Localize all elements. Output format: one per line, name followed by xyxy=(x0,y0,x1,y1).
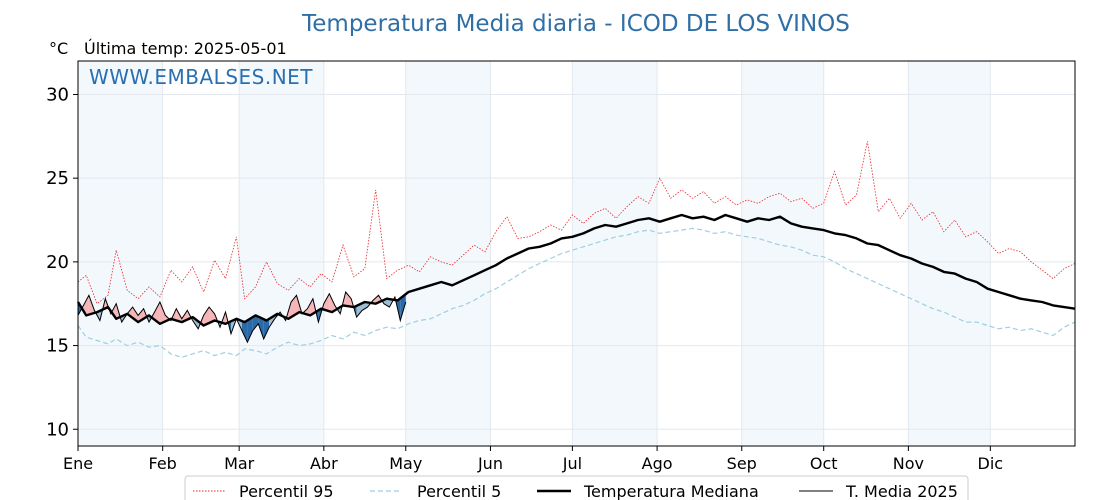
x-tick-label-nov: Nov xyxy=(893,454,924,473)
x-tick-label-ago: Ago xyxy=(642,454,673,473)
anomaly-fill xyxy=(127,307,133,318)
legend-label-percentil-5: Percentil 5 xyxy=(417,482,501,500)
x-tick-label-jul: Jul xyxy=(562,454,582,473)
y-tick-label: 25 xyxy=(46,168,69,189)
anomaly-fill xyxy=(362,302,368,311)
y-tick-label: 20 xyxy=(46,252,69,273)
unit-label: °C xyxy=(49,39,68,58)
anomaly-fill xyxy=(252,316,259,331)
watermark: WWW.EMBALSES.NET xyxy=(89,65,313,89)
anomaly-fill xyxy=(154,302,160,324)
anomaly-fill xyxy=(209,307,215,323)
month-band-nov xyxy=(908,61,991,446)
anomaly-fill xyxy=(383,299,390,308)
anomaly-fill xyxy=(307,298,313,315)
last-temp-label: Última temp: 2025-05-01 xyxy=(84,39,287,58)
legend-label-t-media-2025: T. Media 2025 xyxy=(845,482,958,500)
y-axis: 10 15 20 25 30 xyxy=(46,84,78,440)
x-tick-label-feb: Feb xyxy=(149,454,177,473)
series-line-temperatura-mediana xyxy=(76,213,1076,327)
x-tick-label-abr: Abr xyxy=(310,454,338,473)
x-tick-label-ene: Ene xyxy=(63,454,93,473)
series-lines xyxy=(76,141,1076,358)
x-axis: Ene Feb Mar Abr May Jun Jul Ago Sep Oct Nov Dic xyxy=(63,446,1003,473)
anomaly-fill xyxy=(111,303,117,319)
x-tick-label-mar: Mar xyxy=(224,454,255,473)
anomaly-fill xyxy=(263,318,270,339)
x-tick-label-may: May xyxy=(389,454,422,473)
month-band-may xyxy=(405,61,491,446)
month-band-sep xyxy=(741,61,824,446)
series-line-percentil-5 xyxy=(77,227,1076,358)
x-tick-label-oct: Oct xyxy=(810,454,838,473)
anomaly-fill xyxy=(323,293,330,312)
anomaly-fill xyxy=(345,292,352,307)
series-line-t-media-2025 xyxy=(77,290,407,344)
anomaly-fill xyxy=(356,303,363,318)
month-bands xyxy=(78,61,991,446)
y-tick-label: 15 xyxy=(46,336,69,357)
x-tick-label-dic: Dic xyxy=(978,454,1004,473)
legend: Percentil 95 Percentil 5 Temperatura Med… xyxy=(184,475,969,500)
anomaly-fill xyxy=(258,316,264,339)
x-tick-label-jun: Jun xyxy=(477,454,503,473)
y-tick-label: 30 xyxy=(46,84,69,105)
month-band-jul xyxy=(572,61,658,446)
plot-frame xyxy=(77,60,1076,447)
anomaly-fill xyxy=(241,320,248,343)
legend-label-percentil-95: Percentil 95 xyxy=(239,482,334,500)
anomaly-fill xyxy=(203,307,210,326)
anomaly-fill xyxy=(400,294,406,321)
y-tick-label: 10 xyxy=(46,419,69,440)
anomaly-fill xyxy=(329,293,335,312)
chart-title: Temperatura Media diaria - ICOD DE LOS V… xyxy=(301,11,850,37)
anomaly-fill xyxy=(83,295,89,315)
series-line-percentil-95 xyxy=(77,141,1076,305)
x-tick-label-sep: Sep xyxy=(727,454,757,473)
legend-box xyxy=(184,475,969,500)
anomaly-fill xyxy=(159,302,166,324)
legend-label-mediana: Temperatura Mediana xyxy=(583,482,759,500)
month-band-mar xyxy=(239,61,324,446)
anomaly-fill xyxy=(247,317,253,343)
anomaly-fill xyxy=(373,295,379,304)
month-band-ene xyxy=(78,61,163,446)
